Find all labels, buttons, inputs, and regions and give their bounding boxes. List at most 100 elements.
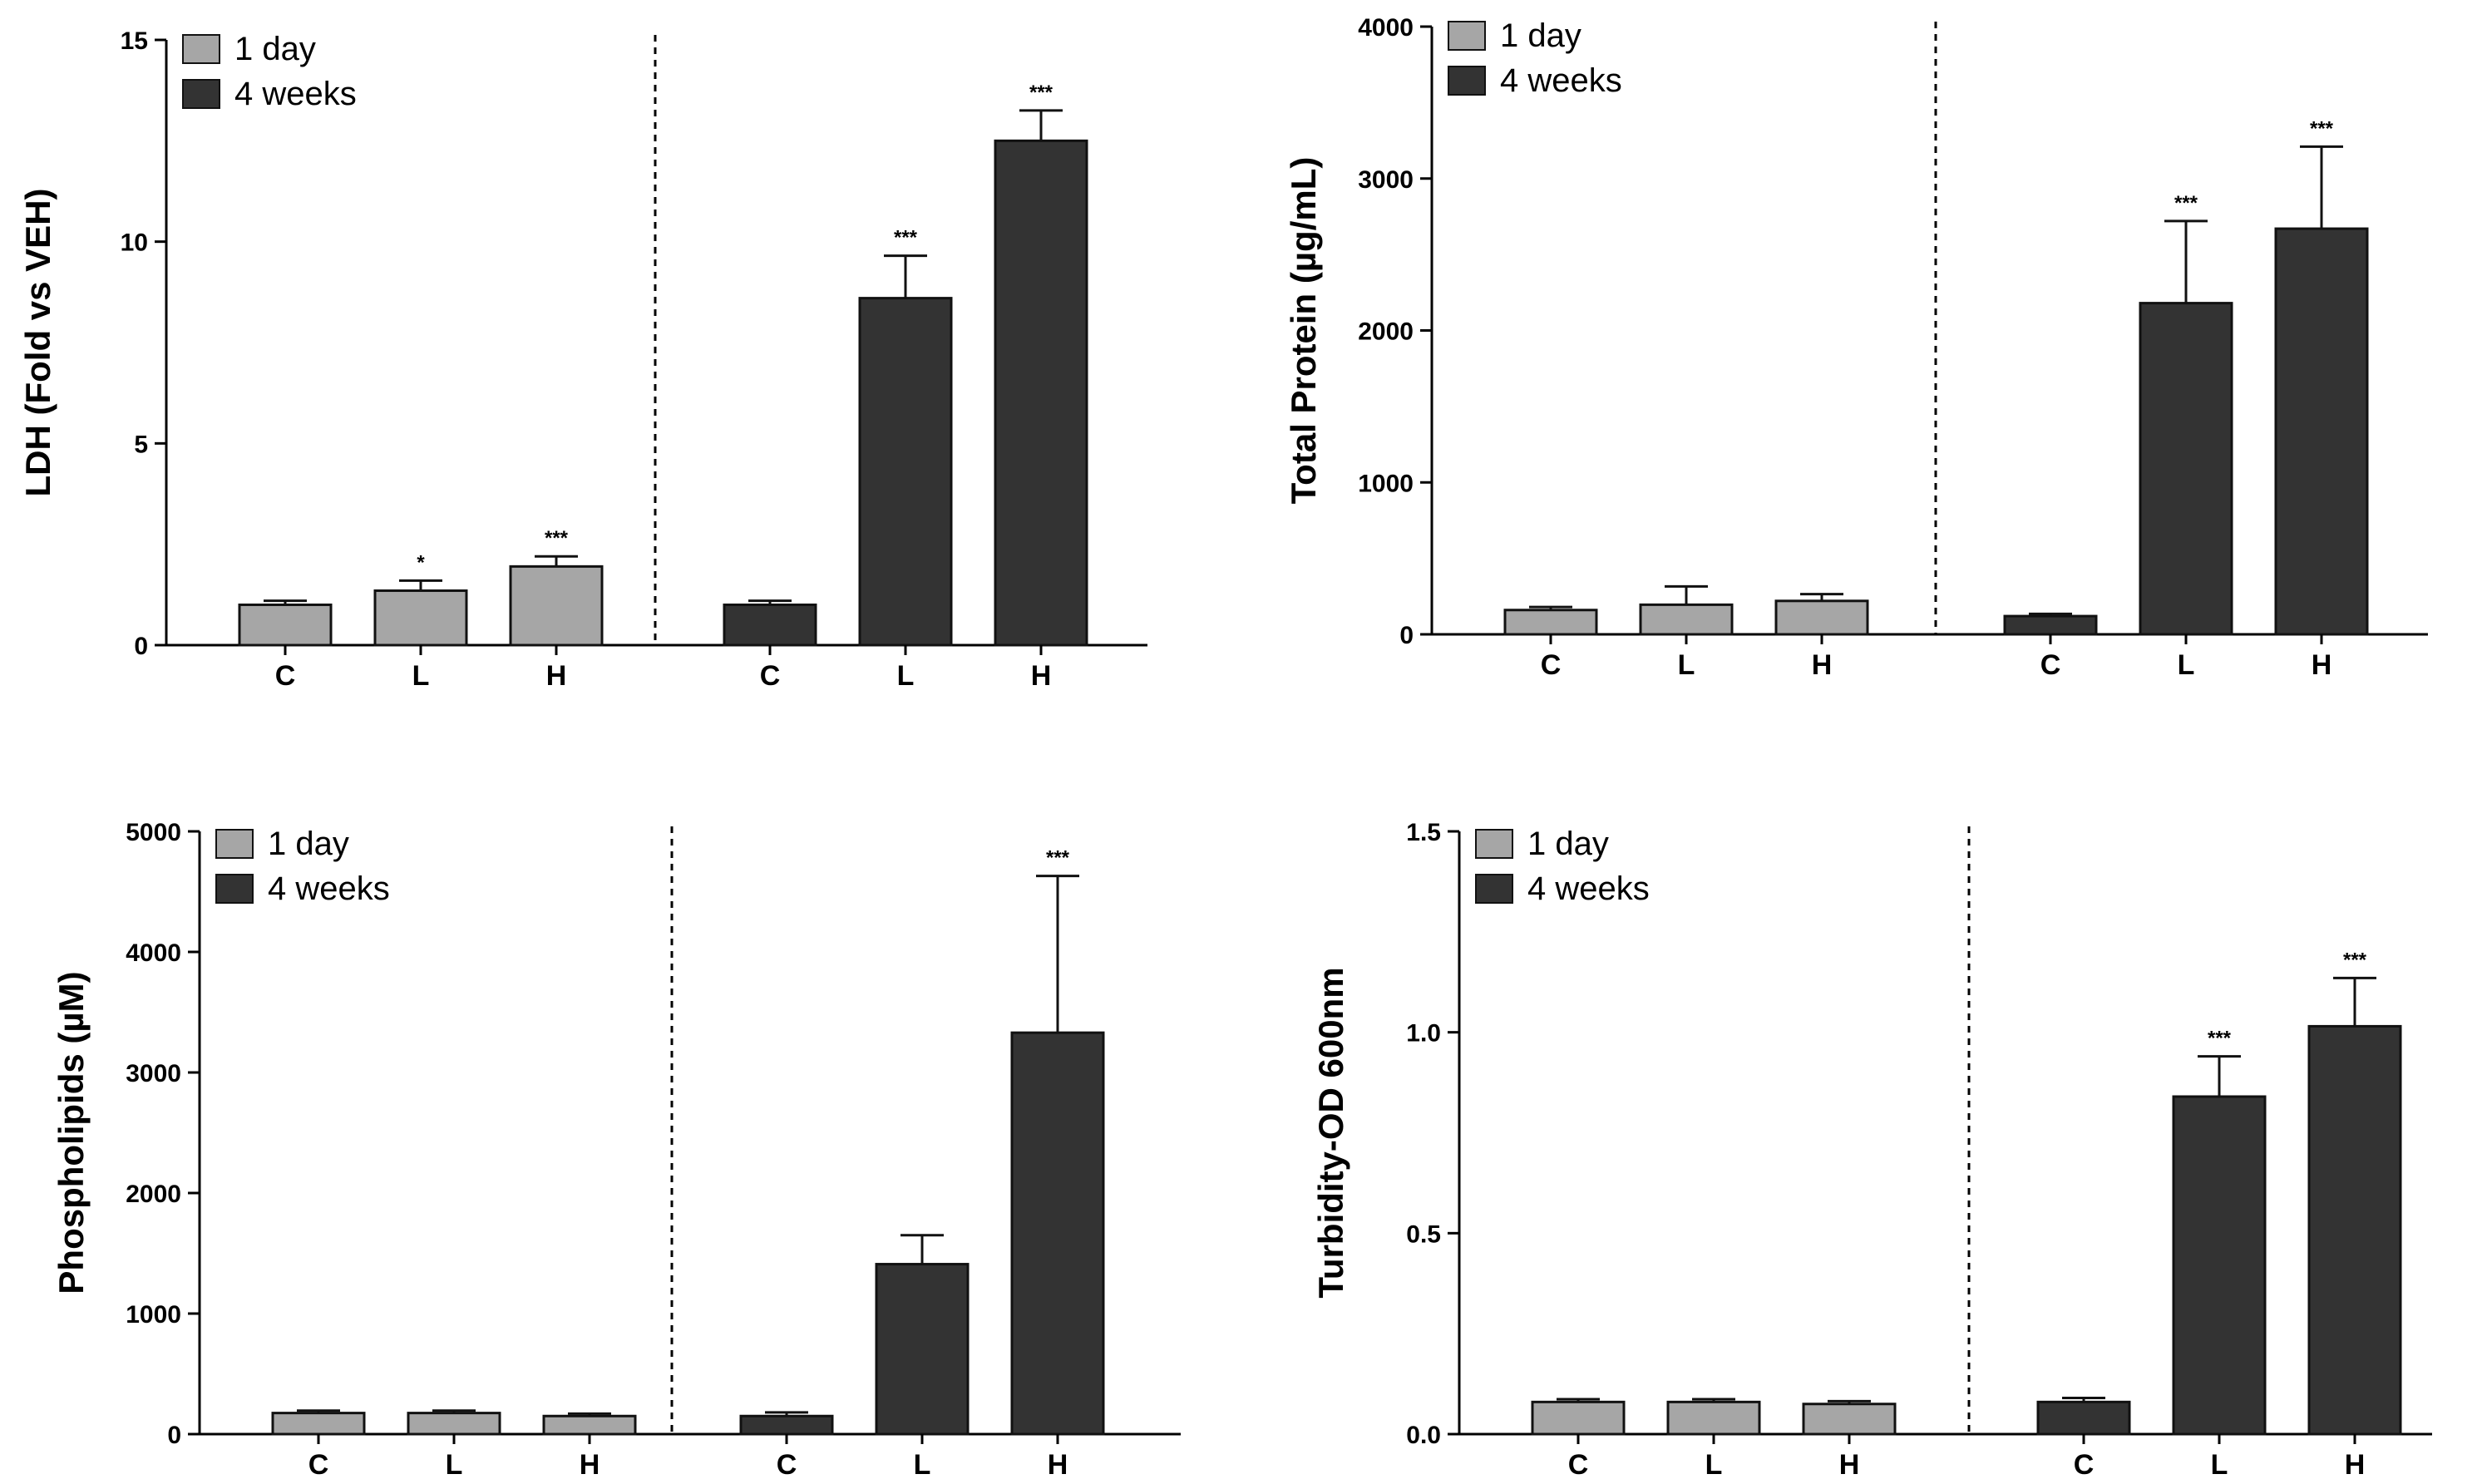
y-tick-label: 15 [121,27,148,55]
y-axis-title: Phospholipids (µM) [52,971,91,1294]
bar-weeks4-h [2274,227,2369,636]
y-tick-label: 1.0 [1406,1020,1441,1048]
x-category-label: C [777,1449,797,1480]
x-category-label: L [412,660,430,692]
bar-weeks4-l [2172,1095,2267,1436]
y-tick-label: 1.5 [1406,819,1441,846]
bar-day1-c [238,603,333,647]
y-tick-label: 5000 [126,819,181,846]
y-tick-label: 2000 [1358,318,1414,346]
bar-day1-h [1802,1403,1897,1436]
legend-label-day1: 1 day [1500,17,1581,54]
y-tick-label: 1000 [1358,470,1414,497]
bar-weeks4-c [723,603,817,647]
chart-panel-total-protein: 0 1000 2000 3000 4000 Total Protein (µg/mL) 1 … [1239,0,2470,732]
x-category-label: L [897,660,915,692]
bar-weeks4-h [2307,1024,2402,1436]
x-category-label: L [1705,1449,1723,1480]
bar-weeks4-l [2139,302,2233,636]
x-category-label: L [914,1449,931,1480]
significance-label: *** [545,527,569,550]
bar-day1-h [542,1414,637,1436]
legend-swatch-weeks4 [215,874,254,904]
bar-day1-h [1774,599,1869,636]
significance-label: *** [2174,192,2198,214]
bar-day1-l [1639,603,1734,636]
x-category-label: C [2074,1449,2095,1480]
bar-day1-c [1531,1400,1626,1436]
legend-swatch-weeks4 [1448,66,1486,96]
x-category-label: C [2040,649,2061,681]
significance-label: * [417,551,425,574]
y-tick-label: 3000 [126,1060,181,1087]
x-category-label: H [1031,660,1052,692]
x-category-label: L [446,1449,463,1480]
x-category-label: H [2345,1449,2366,1480]
legend-label-weeks4: 4 weeks [1527,870,1650,907]
bar-weeks4-l [858,297,953,647]
bar-weeks4-h [1010,1031,1105,1436]
significance-label: *** [894,227,918,249]
legend-swatch-weeks4 [182,79,220,109]
bar-weeks4-c [739,1414,834,1436]
chart-panel-phospholipids: 0 1000 2000 3000 4000 5000 Phospholipids (µM) 1… [0,748,1231,1481]
y-axis-title: Total Protein (µg/mL) [1284,157,1323,505]
y-tick-label: 2000 [126,1181,181,1208]
bar-weeks4-h [994,139,1088,647]
legend-label-day1: 1 day [234,31,316,67]
legend-swatch-day1 [1475,829,1513,859]
legend-label-weeks4: 4 weeks [268,870,390,907]
y-tick-label: 0.0 [1406,1422,1441,1449]
bar-weeks4-c [2003,614,2098,636]
significance-label: *** [1046,847,1070,870]
x-category-label: C [1568,1449,1589,1480]
bar-day1-c [1503,609,1598,636]
x-category-label: H [580,1449,600,1480]
bar-day1-c [271,1412,366,1436]
bar-day1-l [373,589,468,647]
y-tick-label: 1000 [126,1301,181,1329]
x-category-label: H [546,660,567,692]
bar-day1-l [407,1412,501,1436]
y-tick-label: 0 [167,1422,181,1449]
x-category-label: H [1839,1449,1860,1480]
x-category-label: C [760,660,781,692]
bar-day1-l [1666,1400,1761,1436]
y-tick-label: 0 [1399,622,1414,649]
legend-swatch-day1 [1448,21,1486,51]
y-tick-label: 3000 [1358,166,1414,194]
significance-label: *** [2343,949,2367,971]
bar-weeks4-l [875,1263,970,1436]
bar-weeks4-c [2036,1400,2131,1436]
legend-swatch-day1 [215,829,254,859]
legend-label-weeks4: 4 weeks [234,76,357,112]
x-category-label: C [275,660,296,692]
chart-svg: 0.0 0.5 1.0 1.5 Turbidity-OD 600nm 1 day 4 wee… [1311,819,2432,1481]
x-category-label: L [1678,649,1695,681]
significance-label: *** [2208,1028,2232,1050]
legend-label-day1: 1 day [1527,826,1609,862]
chart-svg: 0 5 10 15 LDH (Fold vs VEH) 1 day 4 weeks C * L **… [18,27,1147,692]
legend-label-day1: 1 day [268,826,349,862]
legend-swatch-weeks4 [1475,874,1513,904]
y-tick-label: 0.5 [1406,1220,1441,1248]
x-category-label: C [308,1449,329,1480]
legend-swatch-day1 [182,34,220,64]
significance-label: *** [2310,117,2334,140]
x-category-label: H [1048,1449,1068,1480]
significance-label: *** [1029,81,1053,104]
chart-svg: 0 1000 2000 3000 4000 5000 Phospholipids (µM) 1… [52,819,1181,1481]
legend-label-weeks4: 4 weeks [1500,62,1622,99]
x-category-label: L [2211,1449,2228,1480]
y-tick-label: 4000 [126,939,181,967]
chart-panel-ldh: 0 5 10 15 LDH (Fold vs VEH) 1 day 4 weeks C * L **… [0,0,1231,732]
chart-panel-turbidity: 0.0 0.5 1.0 1.5 Turbidity-OD 600nm 1 day 4 wee… [1239,748,2470,1481]
y-axis-title: Turbidity-OD 600nm [1311,967,1350,1298]
y-tick-label: 0 [134,633,148,660]
x-category-label: C [1541,649,1562,681]
y-axis-title: LDH (Fold vs VEH) [18,188,57,496]
y-tick-label: 5 [134,431,148,458]
x-category-label: H [1812,649,1833,681]
bar-day1-h [509,565,604,647]
y-tick-label: 4000 [1358,14,1414,42]
